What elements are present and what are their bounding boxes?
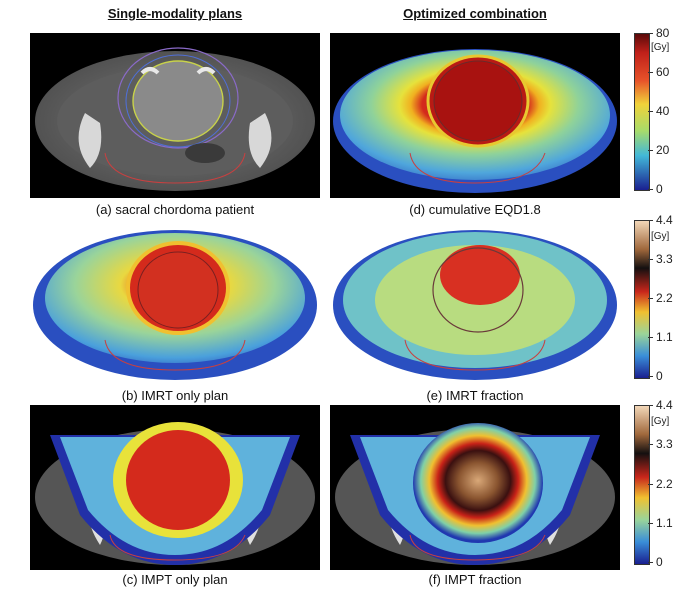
panel-b-imrt-only [30,220,320,385]
colorbar-dose-tick: 40 [656,104,670,118]
colorbar-imrt-tick: 3.3 [656,252,673,266]
panel-a-ct-image [30,33,320,198]
caption-a: (a) sacral chordoma patient [95,202,255,217]
caption-f: (f) IMPT fraction [428,572,522,587]
colorbar-imrt-tick: 1.1 [656,330,673,344]
panel-c-impt-only [30,405,320,570]
colorbar-dose-tick: 60 [656,65,670,79]
colorbar-dose-tick: 80 [656,26,670,40]
panel-d-cumulative-dose [330,33,620,198]
colorbar-impt-fraction [634,405,650,565]
colorbar-imrt-tick: 4.4 [656,213,673,227]
colorbar-impt-tick: 0 [656,555,663,569]
colorbar-impt-tick: 1.1 [656,516,673,530]
colorbar-dose-tick: 0 [656,182,663,196]
colorbar-dose-tick: 20 [656,143,670,157]
caption-b: (b) IMRT only plan [121,388,229,403]
caption-e: (e) IMRT fraction [426,388,524,403]
panel-f-impt-fraction [330,405,620,570]
caption-d: (d) cumulative EQD1.8 [409,202,541,217]
colorbar-imrt-fraction [634,220,650,379]
colorbar-dose [634,33,650,191]
colorbar-impt-tick: 3.3 [656,437,673,451]
colorbar-impt-tick: 2.2 [656,477,673,491]
colorbar-imrt-tick: 2.2 [656,291,673,305]
left-column-header: Single-modality plans [107,6,243,21]
panel-e-imrt-fraction [330,220,620,385]
colorbar-impt-tick: 4.4 [656,398,673,412]
caption-c: (c) IMPT only plan [122,572,228,587]
colorbar-impt-unit: [Gy] [651,416,670,427]
colorbar-dose-unit: [Gy] [651,42,670,53]
colorbar-imrt-unit: [Gy] [651,231,670,242]
colorbar-imrt-tick: 0 [656,369,663,383]
right-column-header: Optimized combination [403,6,547,21]
